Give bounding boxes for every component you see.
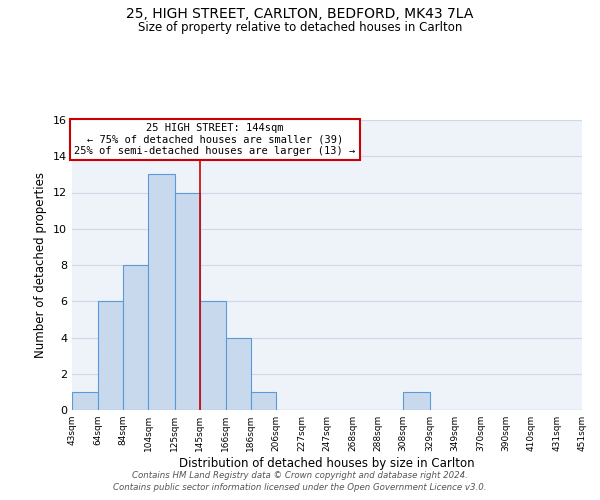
Bar xyxy=(199,301,226,410)
Text: Contains public sector information licensed under the Open Government Licence v3: Contains public sector information licen… xyxy=(113,484,487,492)
Bar xyxy=(123,265,148,410)
Bar xyxy=(175,192,199,410)
Text: Contains HM Land Registry data © Crown copyright and database right 2024.: Contains HM Land Registry data © Crown c… xyxy=(132,471,468,480)
Text: Size of property relative to detached houses in Carlton: Size of property relative to detached ho… xyxy=(138,21,462,34)
Bar xyxy=(98,301,123,410)
Bar xyxy=(148,174,175,410)
Bar xyxy=(251,392,276,410)
Bar xyxy=(226,338,251,410)
Y-axis label: Number of detached properties: Number of detached properties xyxy=(34,172,47,358)
X-axis label: Distribution of detached houses by size in Carlton: Distribution of detached houses by size … xyxy=(179,457,475,470)
Text: 25 HIGH STREET: 144sqm
← 75% of detached houses are smaller (39)
25% of semi-det: 25 HIGH STREET: 144sqm ← 75% of detached… xyxy=(74,123,355,156)
Bar xyxy=(403,392,430,410)
Bar xyxy=(72,392,98,410)
Text: 25, HIGH STREET, CARLTON, BEDFORD, MK43 7LA: 25, HIGH STREET, CARLTON, BEDFORD, MK43 … xyxy=(127,8,473,22)
